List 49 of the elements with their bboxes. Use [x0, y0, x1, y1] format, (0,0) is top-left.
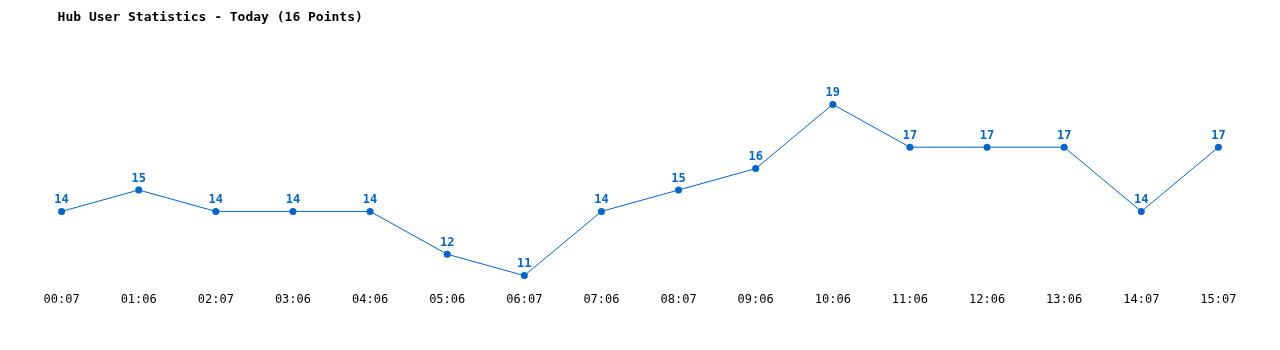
data-label: 12 [439, 234, 455, 249]
point [597, 207, 605, 215]
data-label: 15 [671, 170, 686, 185]
data-label: 16 [748, 149, 763, 164]
data-label: 14 [285, 192, 301, 207]
x-tick-label: 15:07 [1200, 292, 1237, 306]
data-label: 17 [1056, 127, 1072, 142]
data-label: 11 [517, 256, 532, 271]
data-label: 14 [594, 192, 609, 207]
data-label: 15 [131, 170, 146, 185]
point [752, 165, 760, 173]
x-tick-label: 12:06 [968, 292, 1006, 306]
x-tick-label: 00:07 [43, 292, 80, 306]
point [1214, 143, 1222, 151]
data-label: 14 [1134, 192, 1149, 207]
x-tick-label: 02:07 [197, 292, 234, 306]
point [675, 186, 683, 194]
point [289, 207, 297, 215]
x-tick-label: 04:06 [352, 292, 389, 306]
x-tick-label: 10:06 [814, 292, 851, 306]
data-label: 17 [979, 127, 995, 142]
data-label: 14 [362, 192, 378, 207]
point [520, 272, 528, 280]
x-tick-label: 11:06 [891, 292, 928, 306]
data-label: 19 [825, 85, 841, 100]
x-tick-label: 14:07 [1123, 292, 1160, 306]
point [1060, 143, 1068, 151]
point [906, 143, 914, 151]
point [366, 207, 374, 215]
x-tick-label: 13:06 [1046, 292, 1083, 306]
point [58, 207, 66, 215]
x-tick-label: 03:06 [274, 292, 312, 306]
data-label: 17 [902, 127, 918, 142]
chart-title: Hub User Statistics - Today (16 Points) [57, 9, 363, 25]
point [443, 250, 451, 258]
point [1137, 207, 1145, 215]
x-tick-label: 01:06 [120, 292, 157, 306]
point [135, 186, 143, 194]
point [983, 143, 991, 151]
point [829, 100, 837, 108]
data-label: 14 [208, 192, 224, 207]
x-tick-label: 07:06 [583, 292, 620, 306]
x-tick-label: 08:07 [660, 292, 697, 306]
data-label: 17 [1211, 127, 1226, 142]
x-tick-label: 05:06 [429, 292, 466, 306]
x-tick-label: 09:06 [737, 292, 774, 306]
point [212, 207, 220, 215]
data-label: 14 [54, 192, 69, 207]
x-tick-label: 06:07 [506, 292, 543, 306]
